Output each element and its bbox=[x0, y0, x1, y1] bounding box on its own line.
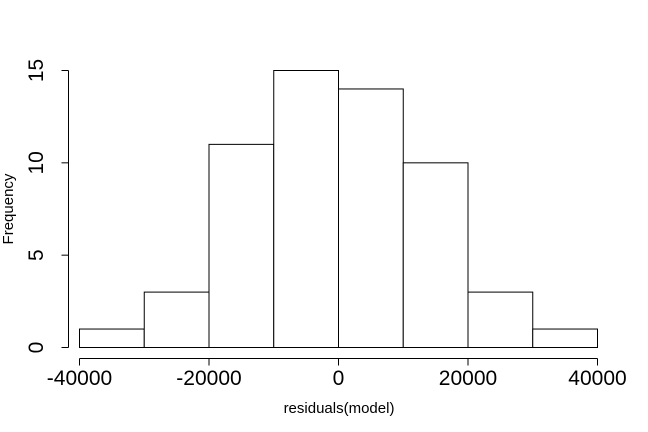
x-tick-label: -40000 bbox=[47, 367, 112, 390]
x-tick-label: -20000 bbox=[176, 367, 241, 390]
bars-group bbox=[79, 70, 598, 349]
histogram-bar bbox=[208, 143, 275, 348]
y-tick-label: 5 bbox=[25, 249, 48, 261]
histogram-bar bbox=[532, 328, 598, 348]
y-axis-title: Frequency bbox=[0, 173, 17, 244]
histogram-bar bbox=[143, 291, 210, 349]
y-tick-label: 15 bbox=[25, 59, 48, 82]
y-axis: 0 5 10 15 bbox=[25, 59, 69, 354]
histogram-bar bbox=[273, 70, 339, 348]
histogram-bar bbox=[338, 88, 404, 348]
x-tick-label: 0 bbox=[333, 367, 345, 390]
x-axis: -40000 -20000 0 20000 40000 bbox=[47, 358, 627, 390]
x-axis-title: residuals(model) bbox=[284, 400, 395, 417]
histogram-bar bbox=[402, 162, 469, 348]
x-tick-label: 20000 bbox=[439, 367, 497, 390]
x-tick-label: 40000 bbox=[568, 367, 626, 390]
histogram-bar bbox=[467, 291, 534, 349]
y-tick-label: 10 bbox=[25, 151, 48, 174]
y-tick-label: 0 bbox=[25, 342, 48, 354]
histogram-bar bbox=[79, 328, 145, 348]
